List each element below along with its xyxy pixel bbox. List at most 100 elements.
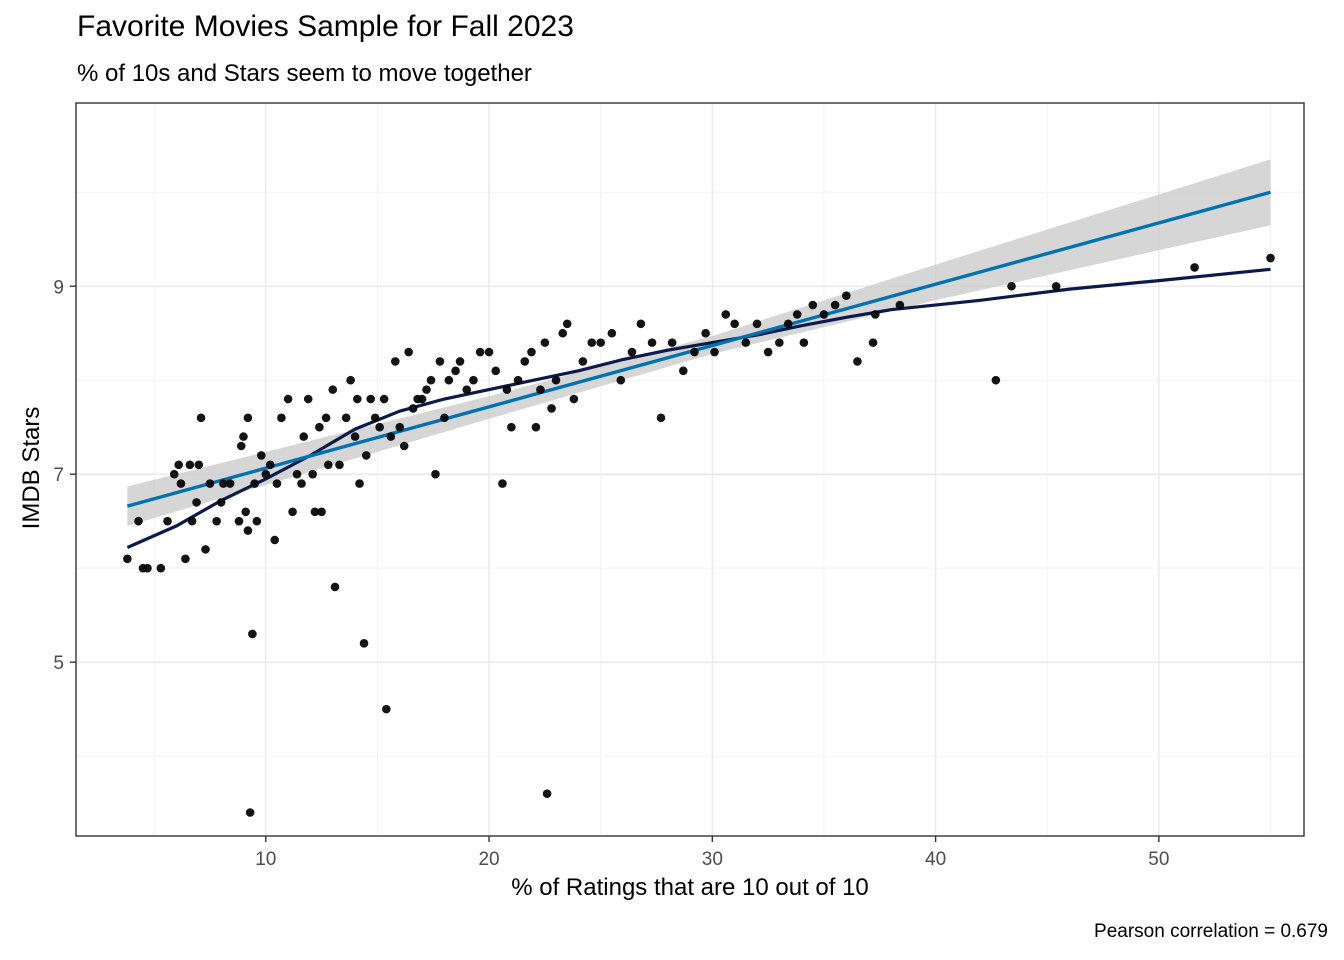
fit-lines <box>126 190 1271 549</box>
data-point <box>991 375 1001 385</box>
data-point <box>587 338 597 347</box>
chart-subtitle: % of 10s and Stars seem to move together <box>77 60 532 87</box>
data-point <box>451 366 460 376</box>
data-point <box>201 545 210 554</box>
data-point <box>721 310 731 319</box>
data-points <box>123 253 1275 817</box>
data-point <box>181 554 190 564</box>
data-point <box>143 563 152 573</box>
data-point <box>408 404 418 413</box>
y-tick-label: 9 <box>53 277 64 298</box>
data-point <box>841 291 851 300</box>
data-point <box>252 516 262 526</box>
data-point <box>375 422 384 432</box>
data-point <box>335 460 344 470</box>
data-point <box>361 451 371 460</box>
data-point <box>426 375 436 385</box>
data-point <box>730 319 739 329</box>
x-tick-label: 40 <box>925 849 946 870</box>
data-point <box>562 319 572 329</box>
data-point <box>370 413 380 423</box>
data-point <box>547 404 556 413</box>
data-point <box>277 413 286 423</box>
data-point <box>444 375 454 385</box>
data-point <box>868 338 878 347</box>
data-point <box>783 319 793 329</box>
data-point <box>355 479 364 488</box>
data-point <box>310 507 320 517</box>
data-point <box>205 479 215 488</box>
data-point <box>196 413 206 423</box>
x-tick-label: 30 <box>702 849 723 870</box>
data-point <box>422 385 431 394</box>
data-point <box>667 338 677 347</box>
data-point <box>174 460 184 470</box>
linear-fit-line <box>126 190 1271 508</box>
data-point <box>194 460 204 470</box>
data-point <box>498 479 507 488</box>
data-point <box>531 422 541 432</box>
data-point <box>808 300 818 310</box>
data-point <box>431 469 440 479</box>
data-point <box>134 516 143 526</box>
data-point <box>382 704 391 714</box>
data-point <box>163 516 172 526</box>
data-point <box>542 789 552 799</box>
data-point <box>216 498 226 507</box>
data-point <box>455 357 465 366</box>
data-point <box>292 469 302 479</box>
data-point <box>792 310 802 319</box>
grid-lines <box>76 103 1304 836</box>
data-point <box>469 375 478 385</box>
data-point <box>627 347 637 357</box>
axis-ticks: 10 20 30 40 50 5 7 9 <box>53 277 1169 870</box>
data-point <box>386 432 396 441</box>
y-tick-label: 5 <box>53 653 64 674</box>
data-point <box>225 479 235 488</box>
data-point <box>775 338 784 347</box>
data-point <box>185 460 195 470</box>
data-point <box>513 375 523 385</box>
data-point <box>323 460 333 470</box>
data-point <box>741 338 751 347</box>
data-point <box>1007 281 1016 291</box>
data-point <box>176 479 186 488</box>
data-point <box>243 413 253 423</box>
confidence-band-area <box>127 159 1271 526</box>
data-point <box>475 347 485 357</box>
data-point <box>799 338 809 347</box>
data-point <box>536 385 545 394</box>
data-point <box>270 535 280 545</box>
data-point <box>350 432 360 441</box>
data-point <box>710 347 719 357</box>
data-point <box>462 385 472 394</box>
data-point <box>569 394 579 404</box>
data-point <box>578 357 588 366</box>
x-axis-label: % of Ratings that are 10 out of 10 <box>511 874 869 901</box>
data-point <box>819 310 829 319</box>
data-point <box>248 629 257 639</box>
data-point <box>239 432 248 441</box>
data-point <box>390 357 400 366</box>
data-point <box>763 347 773 357</box>
data-point <box>690 347 699 357</box>
data-point <box>236 441 246 451</box>
data-point <box>219 479 228 488</box>
data-point <box>558 328 568 338</box>
data-point <box>245 808 255 817</box>
confidence-band <box>127 159 1271 526</box>
data-point <box>123 554 132 564</box>
data-point <box>596 338 605 347</box>
data-point <box>308 469 317 479</box>
data-point <box>636 319 646 329</box>
data-point <box>283 394 293 404</box>
data-point <box>540 338 550 347</box>
x-tick-label: 50 <box>1148 849 1169 870</box>
data-point <box>616 375 626 385</box>
data-point <box>297 479 306 488</box>
data-point <box>169 469 179 479</box>
data-point <box>701 328 710 338</box>
data-point <box>317 507 326 517</box>
loess-fit-line <box>126 267 1271 549</box>
